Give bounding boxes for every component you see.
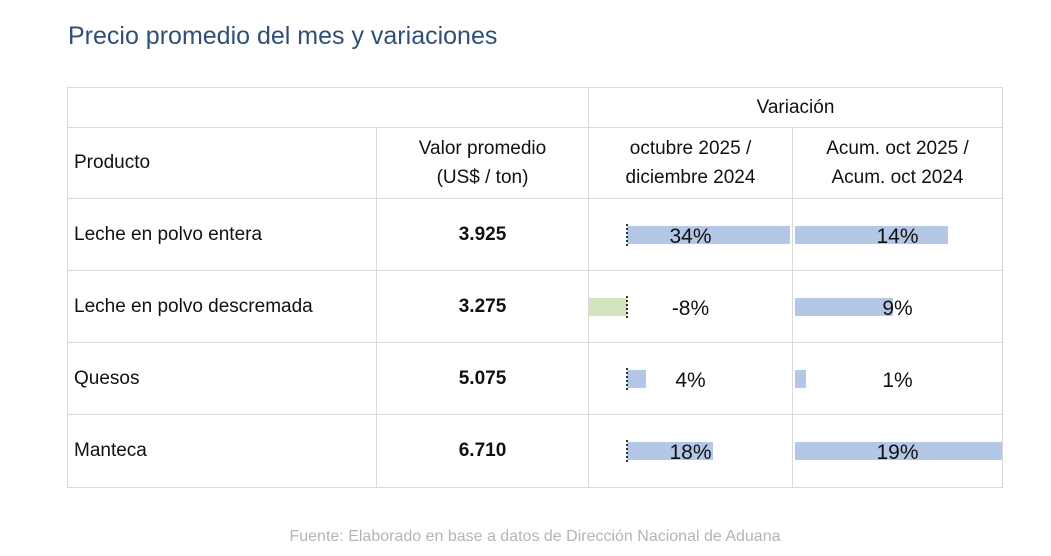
valor-header-line1: Valor promedio bbox=[418, 137, 547, 159]
var-mensual-bar bbox=[627, 369, 647, 388]
table-row: Manteca 6.710 18% 19% bbox=[67, 414, 1003, 488]
var-mensual-bar bbox=[627, 442, 714, 460]
producto-header: Producto bbox=[67, 127, 377, 199]
table-row: Quesos 5.075 4% 1% bbox=[67, 342, 1003, 415]
var-mensual-cell: 4% bbox=[588, 342, 793, 415]
var-mensual-label: -8% bbox=[671, 296, 710, 320]
source-note: Fuente: Elaborado en base a datos de Dir… bbox=[289, 528, 781, 545]
var-acum-bar bbox=[795, 369, 806, 388]
var-mensual-axis bbox=[626, 223, 628, 246]
var-acum-bar bbox=[795, 297, 894, 316]
var-mensual-bar bbox=[627, 225, 791, 244]
header-row-sub: Producto Valor promedio (US$ / ton) octu… bbox=[67, 127, 1003, 199]
var-acum-label: 19% bbox=[876, 440, 919, 464]
var-mensual-cell: 34% bbox=[588, 198, 793, 271]
var-acum-cell: 9% bbox=[792, 270, 1003, 343]
var-acum-cell: 19% bbox=[792, 414, 1003, 488]
var-mensual-axis bbox=[626, 367, 628, 390]
var-acum-bar bbox=[795, 225, 948, 244]
variacion-header: Variación bbox=[588, 87, 1003, 128]
valor-header: Valor promedio (US$ / ton) bbox=[376, 127, 589, 199]
producto-cell: Manteca bbox=[67, 414, 377, 488]
var-mensual-label: 18% bbox=[669, 440, 712, 464]
var-mensual-bar bbox=[588, 297, 627, 316]
var-acum-cell: 14% bbox=[792, 198, 1003, 271]
valor-cell: 3.275 bbox=[376, 270, 589, 343]
producto-cell: Leche en polvo entera bbox=[67, 198, 377, 271]
mensual-header: octubre 2025 / diciembre 2024 bbox=[588, 127, 793, 199]
header-row-top: Variación bbox=[67, 87, 1003, 128]
mensual-header-line1: octubre 2025 / bbox=[629, 137, 752, 159]
var-acum-bar bbox=[795, 442, 1003, 460]
table-row: Leche en polvo entera 3.925 34% 14% bbox=[67, 198, 1003, 271]
acum-header: Acum. oct 2025 / Acum. oct 2024 bbox=[792, 127, 1003, 199]
var-acum-label: 9% bbox=[882, 296, 913, 320]
producto-cell: Leche en polvo descremada bbox=[67, 270, 377, 343]
valor-header-line2: (US$ / ton) bbox=[436, 167, 529, 188]
var-mensual-cell: 18% bbox=[588, 414, 793, 488]
valor-cell: 5.075 bbox=[376, 342, 589, 415]
producto-cell: Quesos bbox=[67, 342, 377, 415]
valor-cell: 6.710 bbox=[376, 414, 589, 488]
header-blank-cell bbox=[67, 87, 589, 128]
acum-header-line2: Acum. oct 2024 bbox=[831, 167, 964, 188]
var-mensual-label: 4% bbox=[675, 368, 706, 392]
var-acum-label: 14% bbox=[876, 224, 919, 248]
var-mensual-axis bbox=[626, 295, 628, 318]
var-mensual-axis bbox=[626, 440, 628, 462]
valor-cell: 3.925 bbox=[376, 198, 589, 271]
var-acum-label: 1% bbox=[882, 368, 913, 392]
var-acum-cell: 1% bbox=[792, 342, 1003, 415]
var-mensual-label: 34% bbox=[669, 224, 712, 248]
mensual-header-line2: diciembre 2024 bbox=[625, 167, 756, 188]
price-table: Variación Producto Valor promedio (US$ /… bbox=[67, 87, 1003, 488]
var-mensual-cell: -8% bbox=[588, 270, 793, 343]
page-title: Precio promedio del mes y variaciones bbox=[68, 22, 498, 50]
table-row: Leche en polvo descremada 3.275 -8% 9% bbox=[67, 270, 1003, 343]
acum-header-line1: Acum. oct 2025 / bbox=[826, 137, 969, 159]
